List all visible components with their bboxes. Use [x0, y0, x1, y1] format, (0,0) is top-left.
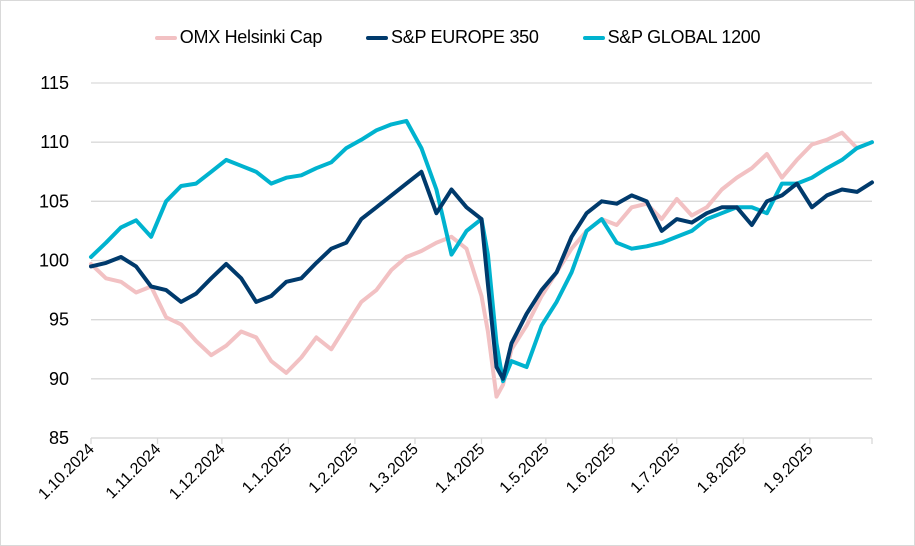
x-tick-label: 1.7.2025 [628, 441, 684, 497]
x-tick-label: 1.12.2024 [166, 441, 228, 503]
y-tick-label: 95 [49, 310, 69, 330]
legend-swatch-omx [154, 35, 177, 40]
series-line-omx-helsinki-cap [89, 130, 874, 399]
series-lines [89, 118, 874, 399]
y-tick-label: 85 [49, 428, 69, 448]
legend-item-omx-helsinki-cap[interactable]: OMX Helsinki Cap [154, 27, 323, 48]
legend-swatch-europe [366, 35, 389, 40]
legend-item-sp-europe-350[interactable]: S&P EUROPE 350 [366, 27, 539, 48]
x-tick-label: 1.8.2025 [694, 441, 750, 497]
y-tick-label: 110 [40, 132, 69, 152]
y-tick-label: 90 [49, 369, 69, 389]
legend-swatch-global [582, 35, 605, 40]
x-tick-label: 1.3.2025 [366, 441, 422, 497]
legend-label: OMX Helsinki Cap [179, 27, 323, 47]
x-tick-label: 1.6.2025 [563, 441, 619, 497]
y-tick-label: 105 [39, 191, 69, 211]
legend-item-sp-global-1200[interactable]: S&P GLOBAL 1200 [582, 27, 761, 48]
y-tick-label: 115 [40, 73, 69, 93]
x-tick-label: 1.11.2024 [103, 441, 165, 503]
y-tick-label: 100 [39, 251, 69, 271]
legend: OMX Helsinki Cap S&P EUROPE 350 S&P GLOB… [0, 27, 915, 48]
legend-label: S&P EUROPE 350 [391, 27, 539, 47]
x-tick-label: 1.5.2025 [497, 441, 553, 497]
x-tick-label: 1.10.2024 [35, 441, 97, 503]
x-tick-label: 1.2.2025 [306, 441, 362, 497]
legend-label: S&P GLOBAL 1200 [607, 27, 761, 47]
x-tick-label: 1.9.2025 [761, 441, 817, 497]
x-tick-label: 1.4.2025 [432, 441, 488, 497]
x-axis: 1.10.2024 1.11.2024 1.12.2024 1.1.2025 1.2.2… [35, 437, 873, 503]
x-tick-label: 1.1.2025 [239, 441, 295, 497]
gridlines [91, 82, 872, 439]
series-line-s-p-europe-350 [89, 169, 874, 381]
series-line-s-p-global-1200 [89, 118, 874, 384]
y-axis: 85 90 95 100 105 110 115 [39, 73, 69, 448]
